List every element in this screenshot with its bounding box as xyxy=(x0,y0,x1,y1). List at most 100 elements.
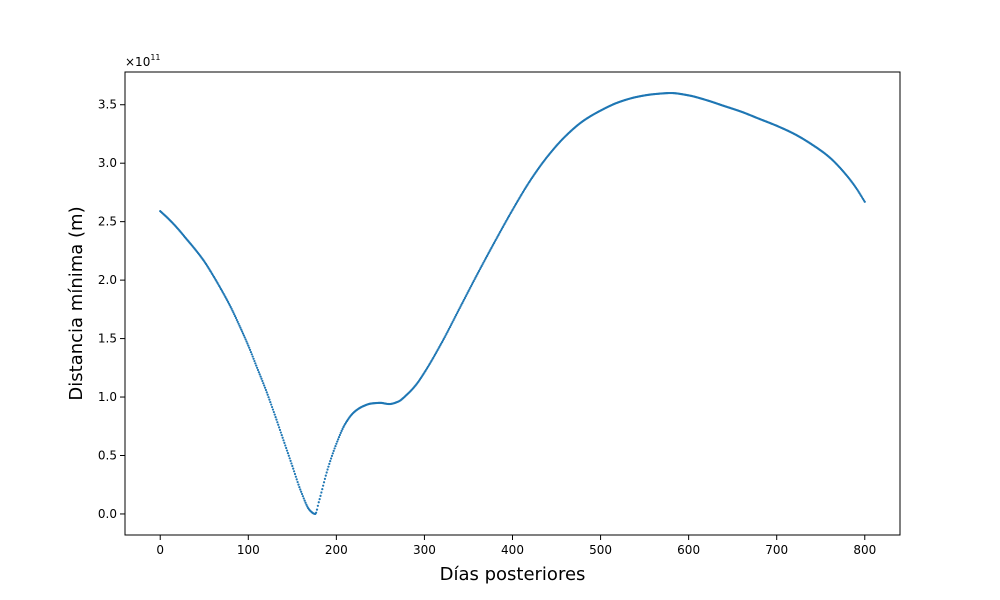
data-point xyxy=(246,342,249,345)
data-point xyxy=(321,487,324,491)
data-point xyxy=(296,480,299,484)
data-point xyxy=(484,256,488,259)
data-point xyxy=(271,408,275,411)
data-point xyxy=(233,313,236,316)
y-scale-factor: ×1011 xyxy=(125,53,161,69)
data-point xyxy=(475,274,478,278)
y-axis-ticks: 0.0 0.5 1.0 1.5 2.0 2.5 3.0 3.5 xyxy=(98,98,125,521)
data-point xyxy=(480,264,483,268)
data-point xyxy=(465,293,468,296)
data-point xyxy=(261,379,264,383)
data-point xyxy=(290,462,293,465)
data-point xyxy=(341,427,344,431)
data-point xyxy=(339,431,342,434)
x-tick-label: 700 xyxy=(765,543,788,557)
data-point xyxy=(462,298,466,301)
data-point xyxy=(464,295,467,298)
data-point xyxy=(499,230,502,233)
data-point xyxy=(478,268,482,271)
data-point xyxy=(285,449,289,452)
data-point xyxy=(443,336,446,339)
data-point xyxy=(495,237,498,240)
data-point xyxy=(256,366,259,369)
data-point xyxy=(463,296,467,300)
data-point xyxy=(225,297,228,300)
y-tick-label: 2.5 xyxy=(98,215,117,229)
data-point xyxy=(264,388,268,392)
data-point xyxy=(467,290,470,293)
data-point xyxy=(291,464,294,468)
data-point xyxy=(282,439,285,442)
data-point xyxy=(439,344,442,347)
data-point xyxy=(284,444,287,447)
data-point xyxy=(328,462,331,465)
data-point xyxy=(233,315,237,318)
data-point xyxy=(336,440,339,443)
data-point xyxy=(485,255,489,258)
data-point xyxy=(471,281,474,284)
data-point xyxy=(315,508,319,511)
data-point xyxy=(327,465,330,468)
data-point xyxy=(493,240,496,243)
data-point xyxy=(469,286,472,289)
data-point xyxy=(268,398,271,401)
data-point xyxy=(240,328,243,331)
data-point xyxy=(450,322,453,325)
data-point xyxy=(298,486,301,489)
data-point xyxy=(453,317,456,320)
data-point xyxy=(300,490,303,493)
data-point xyxy=(337,436,341,439)
data-point xyxy=(266,393,269,396)
y-tick-label: 1.5 xyxy=(98,332,117,346)
data-point xyxy=(468,288,471,291)
data-point xyxy=(333,447,336,450)
data-point xyxy=(226,300,230,303)
data-point xyxy=(281,436,284,439)
data-point xyxy=(245,340,248,343)
data-point xyxy=(329,460,332,463)
data-point xyxy=(482,261,485,264)
data-point xyxy=(235,318,238,322)
data-point xyxy=(444,334,447,337)
data-point xyxy=(263,386,267,389)
data-point xyxy=(241,330,244,333)
data-point xyxy=(292,467,295,470)
data-point xyxy=(461,301,464,305)
data-point xyxy=(260,377,263,380)
data-point xyxy=(458,307,461,310)
data-point xyxy=(248,346,251,349)
data-point xyxy=(278,426,281,429)
data-point xyxy=(440,342,443,345)
data-point xyxy=(269,400,272,404)
data-point xyxy=(274,416,277,419)
data-point xyxy=(252,357,255,360)
data-point xyxy=(270,405,274,409)
data-point xyxy=(440,340,444,344)
data-point xyxy=(273,413,276,416)
data-point xyxy=(285,446,288,450)
data-point xyxy=(234,316,238,320)
data-point xyxy=(299,488,302,491)
data-point xyxy=(483,259,486,263)
data-point xyxy=(267,396,270,399)
y-tick-label: 0.0 xyxy=(98,507,117,521)
data-point xyxy=(342,426,345,429)
data-point xyxy=(447,329,450,332)
data-point xyxy=(280,434,283,437)
data-point xyxy=(270,403,273,406)
data-point xyxy=(304,501,307,504)
data-point xyxy=(490,246,493,250)
data-point xyxy=(442,337,445,340)
data-point xyxy=(494,238,497,242)
data-point xyxy=(441,339,445,342)
data-point xyxy=(445,332,448,335)
data-point xyxy=(242,334,245,337)
data-point xyxy=(477,269,481,273)
data-point xyxy=(486,253,489,256)
data-point xyxy=(448,325,452,329)
data-point xyxy=(438,345,441,348)
data-point xyxy=(226,299,229,302)
x-axis-label: Días posteriores xyxy=(440,564,586,585)
x-axis-ticks: 0 100 200 300 400 500 600 700 800 xyxy=(156,535,876,557)
